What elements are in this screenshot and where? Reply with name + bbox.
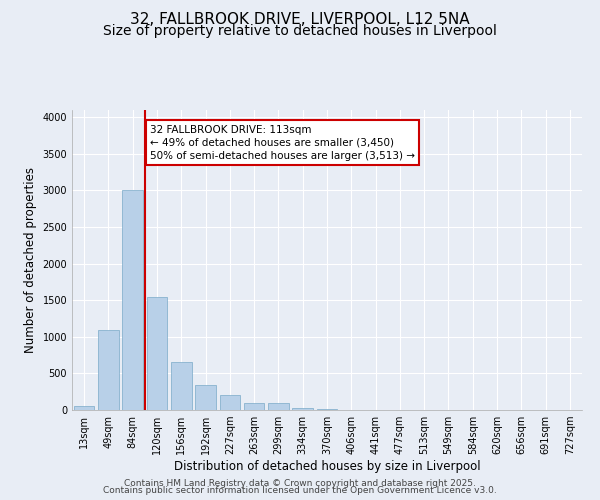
Text: Size of property relative to detached houses in Liverpool: Size of property relative to detached ho… xyxy=(103,24,497,38)
Bar xyxy=(122,190,143,410)
Bar xyxy=(171,362,191,410)
Bar xyxy=(98,330,119,410)
Bar xyxy=(195,385,216,410)
Bar xyxy=(146,296,167,410)
Bar xyxy=(74,406,94,410)
Text: 32 FALLBROOK DRIVE: 113sqm
← 49% of detached houses are smaller (3,450)
50% of s: 32 FALLBROOK DRIVE: 113sqm ← 49% of deta… xyxy=(150,124,415,161)
Y-axis label: Number of detached properties: Number of detached properties xyxy=(24,167,37,353)
Bar xyxy=(244,402,265,410)
X-axis label: Distribution of detached houses by size in Liverpool: Distribution of detached houses by size … xyxy=(173,460,481,473)
Bar xyxy=(220,396,240,410)
Text: Contains public sector information licensed under the Open Government Licence v3: Contains public sector information licen… xyxy=(103,486,497,495)
Bar xyxy=(292,408,313,410)
Bar xyxy=(268,402,289,410)
Text: Contains HM Land Registry data © Crown copyright and database right 2025.: Contains HM Land Registry data © Crown c… xyxy=(124,478,476,488)
Text: 32, FALLBROOK DRIVE, LIVERPOOL, L12 5NA: 32, FALLBROOK DRIVE, LIVERPOOL, L12 5NA xyxy=(130,12,470,28)
